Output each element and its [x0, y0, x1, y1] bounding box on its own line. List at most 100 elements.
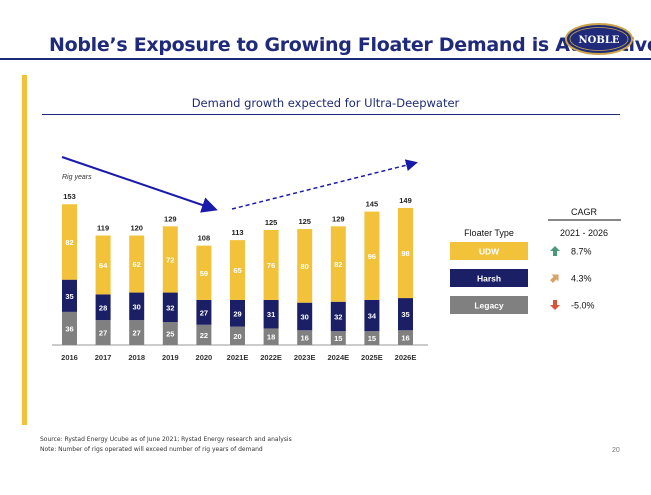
bar-label-harsh-2022E: 31: [267, 310, 275, 319]
arrow-up-icon: [550, 246, 560, 256]
total-label-2022E: 125: [265, 218, 278, 227]
x-tick-2022E: 2022E: [260, 353, 282, 362]
x-tick-2024E: 2024E: [327, 353, 349, 362]
bar-label-legacy-2016: 36: [65, 324, 73, 333]
legend-label-legacy: Legacy: [474, 301, 504, 311]
x-tick-2020: 2020: [196, 353, 213, 362]
bar-label-harsh-2019: 32: [166, 303, 174, 312]
total-label-2025E: 145: [366, 200, 379, 209]
bar-legacy-2017: [95, 320, 111, 345]
bar-label-udw-2019: 72: [166, 255, 174, 264]
bar-label-udw-2017: 64: [99, 261, 108, 270]
bar-harsh-2023E: [297, 302, 313, 331]
bar-label-udw-2022E: 76: [267, 261, 275, 270]
subtitle-divider: [42, 114, 620, 115]
bar-label-harsh-2021E: 29: [233, 309, 241, 318]
bar-label-harsh-2017: 28: [99, 303, 107, 312]
legend-swatch-legacy: [450, 296, 528, 314]
arrow-down-icon: [550, 300, 560, 310]
bar-harsh-2024E: [330, 301, 346, 332]
page-number: 20: [612, 447, 620, 454]
bar-legacy-2021E: [230, 326, 245, 345]
bar-label-legacy-2018: 27: [133, 329, 141, 338]
bar-label-harsh-2016: 35: [65, 292, 73, 301]
bar-label-legacy-2024E: 15: [334, 334, 342, 343]
bar-label-legacy-2017: 27: [99, 329, 107, 338]
bar-udw-2016: [62, 204, 77, 280]
y-axis-label: Rig years: [62, 174, 92, 181]
title-divider: [0, 58, 651, 60]
bar-harsh-2026E: [398, 298, 413, 331]
arrow-up-right-icon: [550, 274, 559, 283]
x-tick-2019: 2019: [162, 353, 179, 362]
bar-label-udw-2018: 62: [133, 260, 141, 269]
footnote: Note: Number of rigs operated will excee…: [40, 446, 263, 453]
bar-label-udw-2023E: 80: [301, 262, 309, 271]
total-label-2023E: 125: [298, 217, 311, 226]
total-label-2017: 119: [97, 224, 109, 233]
source-note: Source: Rystad Energy Ucube as of June 2…: [40, 436, 292, 443]
bar-label-legacy-2026E: 16: [401, 334, 409, 343]
bar-legacy-2026E: [398, 330, 413, 345]
logo-text: NOBLE: [579, 35, 620, 46]
bar-legacy-2025E: [364, 331, 380, 345]
page-title: Noble’s Exposure to Growing Floater Dema…: [49, 34, 651, 56]
cagr-value-udw: 8.7%: [571, 247, 592, 257]
x-tick-2016: 2016: [61, 353, 78, 362]
bar-udw-2023E: [297, 229, 313, 303]
legend-label-udw: UDW: [479, 247, 500, 257]
total-label-2024E: 129: [332, 214, 345, 223]
bar-udw-2017: [95, 235, 111, 295]
x-tick-2026E: 2026E: [395, 353, 417, 362]
x-tick-2018: 2018: [128, 353, 145, 362]
bar-label-harsh-2024E: 32: [334, 312, 342, 321]
legend-swatch-harsh: [450, 269, 528, 287]
bar-label-legacy-2023E: 16: [301, 334, 309, 343]
bar-udw-2022E: [263, 230, 279, 300]
bar-udw-2026E: [398, 207, 413, 299]
bar-harsh-2018: [129, 292, 145, 321]
total-label-2021E: 113: [231, 228, 243, 237]
bar-label-udw-2026E: 98: [401, 249, 409, 258]
bar-udw-2021E: [230, 240, 245, 300]
total-label-2020: 108: [198, 234, 211, 243]
bar-label-legacy-2022E: 18: [267, 333, 275, 342]
chart-subtitle: Demand growth expected for Ultra-Deepwat…: [191, 96, 460, 110]
bar-label-udw-2016: 82: [65, 238, 73, 247]
legend-label-harsh: Harsh: [477, 274, 501, 284]
x-tick-2025E: 2025E: [361, 353, 383, 362]
bars-group: 3635821532016272864119201727306212020182…: [61, 192, 416, 362]
bar-legacy-2019: [162, 322, 178, 345]
noble-logo: NOBLE: [565, 23, 633, 55]
bar-legacy-2023E: [297, 330, 313, 345]
bar-harsh-2025E: [364, 299, 380, 332]
cagr-value-legacy: -5.0%: [571, 301, 595, 311]
legend-swatch-udw: [450, 242, 528, 260]
bar-label-udw-2020: 59: [200, 269, 208, 278]
total-label-2026E: 149: [399, 196, 412, 205]
bar-label-harsh-2020: 27: [200, 308, 208, 317]
bar-legacy-2018: [129, 320, 145, 345]
bar-udw-2020: [196, 245, 212, 300]
accent-bar: [22, 75, 27, 425]
bar-label-harsh-2023E: 30: [301, 312, 309, 321]
total-label-2019: 129: [164, 214, 177, 223]
bar-harsh-2019: [162, 292, 178, 322]
cagr-header: CAGR: [571, 207, 598, 217]
bar-label-legacy-2019: 25: [166, 330, 174, 339]
legend-title: Floater Type: [464, 228, 514, 238]
bar-udw-2024E: [330, 226, 346, 302]
bar-udw-2018: [129, 235, 145, 293]
bar-harsh-2020: [196, 299, 212, 325]
bar-label-legacy-2021E: 20: [233, 332, 241, 341]
total-label-2016: 153: [63, 192, 76, 201]
bar-label-harsh-2025E: 34: [368, 312, 377, 321]
legend-group: Floater Type CAGR 2021 - 2026 UDW 8.7% Harsh 4…: [450, 207, 621, 314]
bar-legacy-2022E: [263, 328, 279, 345]
x-tick-2021E: 2021E: [227, 353, 249, 362]
x-tick-2023E: 2023E: [294, 353, 316, 362]
bar-harsh-2021E: [230, 299, 245, 327]
bar-harsh-2022E: [263, 299, 279, 329]
bar-label-legacy-2020: 22: [200, 331, 208, 340]
